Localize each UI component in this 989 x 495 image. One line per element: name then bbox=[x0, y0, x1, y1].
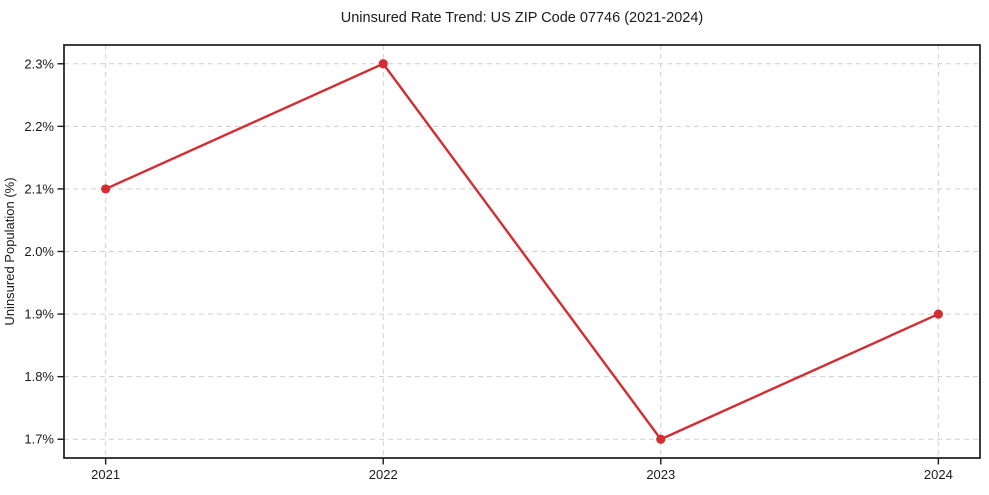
trend-line bbox=[104, 62, 940, 441]
data-point-2023 bbox=[656, 434, 666, 444]
x-tick-label: 2024 bbox=[924, 467, 953, 482]
y-tick-label: 2.3% bbox=[24, 56, 54, 71]
data-point-2021 bbox=[101, 184, 111, 194]
x-tick-label: 2021 bbox=[91, 467, 120, 482]
chart-title: Uninsured Rate Trend: US ZIP Code 07746 … bbox=[341, 10, 703, 26]
grid-layer bbox=[64, 45, 980, 458]
y-tick-label: 1.8% bbox=[24, 369, 54, 384]
axis-layer: 1.7% 1.8% 1.9% 2.0% 2.1% 2.2% 2.3% 2021 2022 2023… bbox=[24, 44, 981, 482]
x-tick-label: 2023 bbox=[646, 467, 675, 482]
y-tick-label: 2.0% bbox=[24, 244, 54, 259]
y-tick-label: 1.9% bbox=[24, 307, 54, 322]
y-axis-label: Uninsured Population (%) bbox=[2, 177, 17, 325]
data-point-2024 bbox=[933, 309, 943, 319]
y-tick-label: 1.7% bbox=[24, 432, 54, 447]
y-tick-label: 2.2% bbox=[24, 119, 54, 134]
data-point-2022 bbox=[378, 59, 388, 69]
series-layer bbox=[101, 59, 943, 444]
y-tick-label: 2.1% bbox=[24, 181, 54, 196]
x-tick-label: 2022 bbox=[369, 467, 398, 482]
